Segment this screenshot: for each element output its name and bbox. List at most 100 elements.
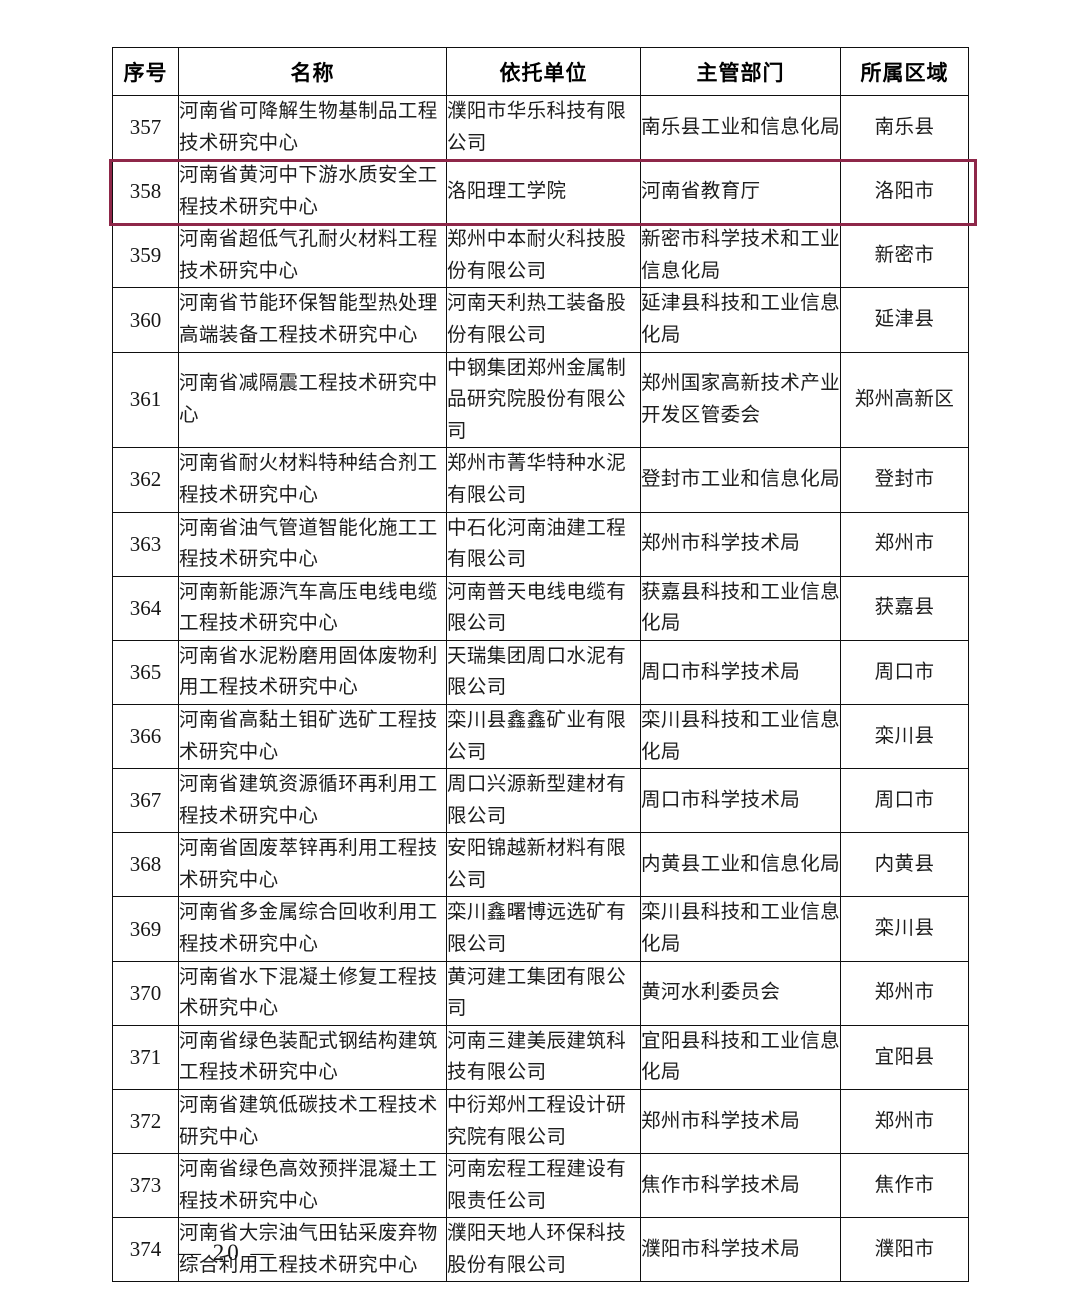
- table-row: 367 河南省建筑资源循环再利用工程技术研究中心 周口兴源新型建材有限公司 周口市科学…: [112, 768, 969, 834]
- cell-host-unit: 黄河建工集团有限公司: [446, 960, 641, 1026]
- cell-sequence-number: 373: [112, 1153, 179, 1219]
- table-row: 365 河南省水泥粉磨用固体废物利用工程技术研究中心 天瑞集团周口水泥有限公司 周口市…: [112, 639, 969, 705]
- cell-center-name: 河南省多金属综合回收利用工程技术研究中心: [178, 896, 447, 962]
- cell-host-unit: 郑州中本耐火科技股份有限公司: [446, 223, 641, 289]
- cell-supervising-dept: 濮阳市科学技术局: [640, 1217, 841, 1283]
- cell-region: 延津县: [840, 287, 969, 353]
- cell-center-name: 河南省节能环保智能型热处理高端装备工程技术研究中心: [178, 287, 447, 353]
- cell-region: 郑州市: [840, 1088, 969, 1155]
- cell-sequence-number: 360: [112, 287, 179, 353]
- column-header-seq: 序号: [112, 47, 179, 96]
- cell-supervising-dept: 郑州市科学技术局: [640, 511, 841, 577]
- cell-center-name: 河南省绿色高效预拌混凝土工程技术研究中心: [178, 1153, 447, 1219]
- cell-host-unit: 濮阳天地人环保科技股份有限公司: [446, 1217, 641, 1283]
- cell-host-unit: 河南普天电线电缆有限公司: [446, 575, 641, 641]
- cell-center-name: 河南省减隔震工程技术研究中心: [178, 351, 447, 449]
- table-row: 371 河南省绿色装配式钢结构建筑工程技术研究中心 河南三建美辰建筑科技有限公司 宜阳…: [112, 1024, 969, 1090]
- cell-supervising-dept: 栾川县科技和工业信息化局: [640, 703, 841, 770]
- cell-region: 获嘉县: [840, 575, 969, 641]
- cell-region: 濮阳市: [840, 1217, 969, 1283]
- table-body: 357 河南省可降解生物基制品工程技术研究中心 濮阳市华乐科技有限公司 南乐县工业和信…: [112, 94, 969, 1283]
- cell-region: 焦作市: [840, 1153, 969, 1219]
- cell-host-unit: 河南三建美辰建筑科技有限公司: [446, 1024, 641, 1090]
- cell-center-name: 河南省建筑低碳技术工程技术研究中心: [178, 1088, 447, 1155]
- table-header: 序号 名称 依托单位 主管部门 所属区域: [112, 47, 969, 96]
- cell-center-name: 河南新能源汽车高压电线电缆工程技术研究中心: [178, 575, 447, 641]
- cell-region: 内黄县: [840, 832, 969, 898]
- cell-center-name: 河南省油气管道智能化施工工程技术研究中心: [178, 511, 447, 577]
- cell-host-unit: 安阳锦越新材料有限公司: [446, 832, 641, 898]
- cell-sequence-number: 358: [112, 159, 179, 225]
- cell-sequence-number: 359: [112, 223, 179, 289]
- cell-host-unit: 周口兴源新型建材有限公司: [446, 768, 641, 834]
- cell-region: 栾川县: [840, 703, 969, 770]
- cell-center-name: 河南省大宗油气田钻采废弃物综合利用工程技术研究中心: [178, 1217, 447, 1283]
- cell-center-name: 河南省超低气孔耐火材料工程技术研究中心: [178, 223, 447, 289]
- cell-region: 郑州市: [840, 960, 969, 1026]
- cell-region: 栾川县: [840, 896, 969, 962]
- cell-supervising-dept: 黄河水利委员会: [640, 960, 841, 1026]
- cell-sequence-number: 361: [112, 351, 179, 449]
- cell-center-name: 河南省可降解生物基制品工程技术研究中心: [178, 94, 447, 161]
- cell-host-unit: 河南天利热工装备股份有限公司: [446, 287, 641, 353]
- table-row: 366 河南省高黏土钼矿选矿工程技术研究中心 栾川县鑫鑫矿业有限公司 栾川县科技和工业…: [112, 703, 969, 770]
- cell-supervising-dept: 栾川县科技和工业信息化局: [640, 896, 841, 962]
- cell-supervising-dept: 宜阳县科技和工业信息化局: [640, 1024, 841, 1090]
- cell-sequence-number: 362: [112, 447, 179, 513]
- cell-host-unit: 栾川县鑫鑫矿业有限公司: [446, 703, 641, 770]
- cell-region: 登封市: [840, 447, 969, 513]
- cell-sequence-number: 363: [112, 511, 179, 577]
- cell-host-unit: 濮阳市华乐科技有限公司: [446, 94, 641, 161]
- table-header-row: 序号 名称 依托单位 主管部门 所属区域: [112, 47, 969, 96]
- cell-region: 洛阳市: [840, 159, 969, 225]
- cell-region: 宜阳县: [840, 1024, 969, 1090]
- cell-region: 郑州高新区: [840, 351, 969, 449]
- table-row: 368 河南省固废萃锌再利用工程技术研究中心 安阳锦越新材料有限公司 内黄县工业和信息…: [112, 832, 969, 898]
- cell-region: 周口市: [840, 768, 969, 834]
- cell-sequence-number: 371: [112, 1024, 179, 1090]
- cell-region: 新密市: [840, 223, 969, 289]
- table-row: 362 河南省耐火材料特种结合剂工程技术研究中心 郑州市菁华特种水泥有限公司 登封市工…: [112, 447, 969, 513]
- cell-host-unit: 洛阳理工学院: [446, 159, 641, 225]
- column-header-dept: 主管部门: [640, 47, 841, 96]
- cell-sequence-number: 370: [112, 960, 179, 1026]
- cell-supervising-dept: 河南省教育厅: [640, 159, 841, 225]
- table-row: 364 河南新能源汽车高压电线电缆工程技术研究中心 河南普天电线电缆有限公司 获嘉县科…: [112, 575, 969, 641]
- cell-supervising-dept: 南乐县工业和信息化局: [640, 94, 841, 161]
- cell-sequence-number: 374: [112, 1217, 179, 1283]
- table-row: 370 河南省水下混凝土修复工程技术研究中心 黄河建工集团有限公司 黄河水利委员会 郑州…: [112, 960, 969, 1026]
- cell-supervising-dept: 焦作市科学技术局: [640, 1153, 841, 1219]
- column-header-region: 所属区域: [840, 47, 969, 96]
- table-row: 359 河南省超低气孔耐火材料工程技术研究中心 郑州中本耐火科技股份有限公司 新密市科…: [112, 223, 969, 289]
- cell-sequence-number: 368: [112, 832, 179, 898]
- cell-host-unit: 河南宏程工程建设有限责任公司: [446, 1153, 641, 1219]
- table-row: 363 河南省油气管道智能化施工工程技术研究中心 中石化河南油建工程有限公司 郑州市科…: [112, 511, 969, 577]
- table-row: 373 河南省绿色高效预拌混凝土工程技术研究中心 河南宏程工程建设有限责任公司 焦作市…: [112, 1153, 969, 1219]
- cell-region: 郑州市: [840, 511, 969, 577]
- cell-host-unit: 中衍郑州工程设计研究院有限公司: [446, 1088, 641, 1155]
- cell-host-unit: 郑州市菁华特种水泥有限公司: [446, 447, 641, 513]
- cell-supervising-dept: 登封市工业和信息化局: [640, 447, 841, 513]
- cell-supervising-dept: 周口市科学技术局: [640, 639, 841, 705]
- cell-host-unit: 栾川鑫曙博远选矿有限公司: [446, 896, 641, 962]
- cell-sequence-number: 365: [112, 639, 179, 705]
- cell-sequence-number: 367: [112, 768, 179, 834]
- cell-supervising-dept: 周口市科学技术局: [640, 768, 841, 834]
- column-header-name: 名称: [178, 47, 447, 96]
- cell-region: 南乐县: [840, 94, 969, 161]
- column-header-org: 依托单位: [446, 47, 641, 96]
- cell-host-unit: 中石化河南油建工程有限公司: [446, 511, 641, 577]
- cell-sequence-number: 366: [112, 703, 179, 770]
- cell-supervising-dept: 获嘉县科技和工业信息化局: [640, 575, 841, 641]
- table-row: 357 河南省可降解生物基制品工程技术研究中心 濮阳市华乐科技有限公司 南乐县工业和信…: [112, 94, 969, 161]
- table-row: 369 河南省多金属综合回收利用工程技术研究中心 栾川鑫曙博远选矿有限公司 栾川县科技…: [112, 896, 969, 962]
- research-center-listing-table: 序号 名称 依托单位 主管部门 所属区域 357 河南省可降解生物基制品工程技术研…: [112, 47, 969, 1283]
- table-row: 361 河南省减隔震工程技术研究中心 中钢集团郑州金属制品研究院股份有限公司 郑州国家…: [112, 351, 969, 449]
- table-row: 372 河南省建筑低碳技术工程技术研究中心 中衍郑州工程设计研究院有限公司 郑州市科学…: [112, 1088, 969, 1155]
- cell-center-name: 河南省水下混凝土修复工程技术研究中心: [178, 960, 447, 1026]
- cell-center-name: 河南省绿色装配式钢结构建筑工程技术研究中心: [178, 1024, 447, 1090]
- cell-sequence-number: 357: [112, 94, 179, 161]
- cell-host-unit: 中钢集团郑州金属制品研究院股份有限公司: [446, 351, 641, 449]
- cell-center-name: 河南省耐火材料特种结合剂工程技术研究中心: [178, 447, 447, 513]
